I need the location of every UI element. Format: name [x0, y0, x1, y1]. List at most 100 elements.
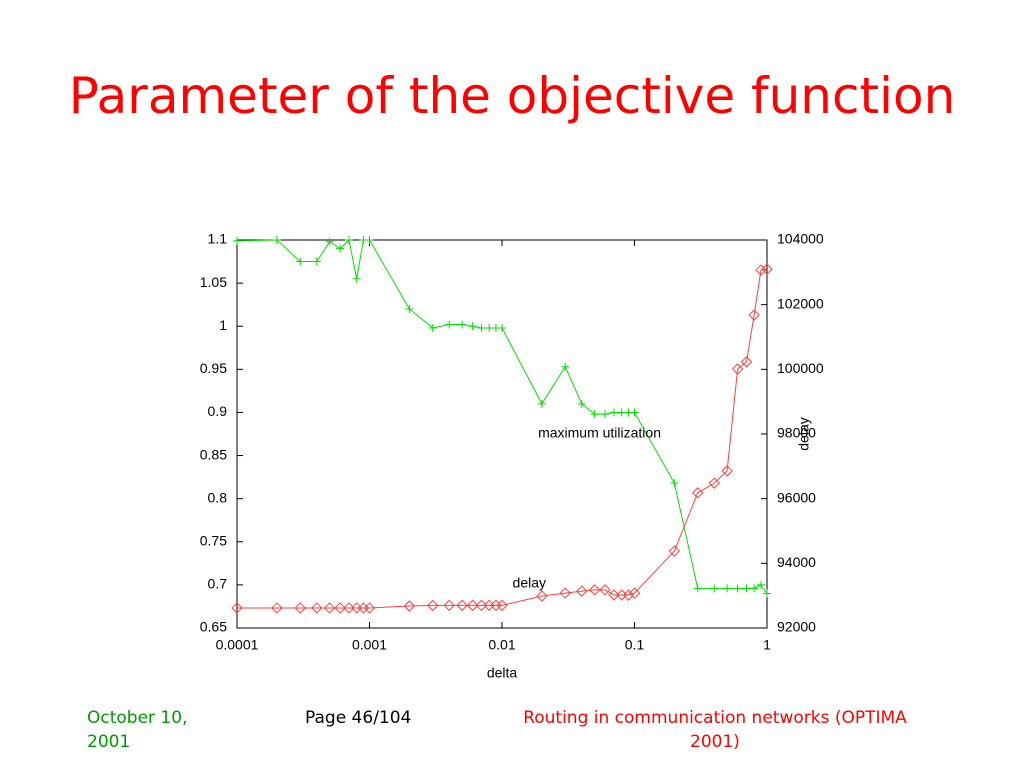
- y-tick-label: 0.7: [208, 576, 228, 592]
- plus-marker: [733, 584, 742, 593]
- plus-marker: [344, 236, 353, 244]
- diamond-marker: [323, 602, 336, 614]
- y-tick-label: 0.75: [200, 532, 227, 548]
- diamond-marker: [599, 584, 611, 596]
- diamond-marker: [740, 356, 753, 368]
- y2-tick-label: 94000: [777, 554, 816, 570]
- diamond-marker: [466, 599, 479, 612]
- x-tick-label: 0.001: [352, 637, 387, 653]
- diamond-marker: [692, 487, 704, 499]
- x-tick-label: 0.01: [488, 637, 515, 653]
- diamond-marker: [536, 590, 548, 602]
- legend-label: delay: [513, 575, 546, 591]
- plus-marker: [498, 323, 506, 332]
- plus-marker: [365, 236, 374, 244]
- diamond-marker: [668, 545, 681, 557]
- diamond-marker: [475, 599, 488, 612]
- y-tick-label: 1.1: [208, 231, 228, 247]
- footer-date: October 10, 2001: [87, 708, 188, 752]
- plus-marker: [336, 244, 345, 253]
- slide-title: Parameter of the objective function: [68, 67, 956, 125]
- diamond-marker: [559, 587, 571, 599]
- y-tick-label: 0.8: [208, 489, 228, 505]
- plus-marker: [723, 584, 732, 593]
- plus-marker: [742, 584, 751, 593]
- plus-marker: [601, 410, 610, 419]
- diamond-marker: [334, 602, 346, 614]
- y-tick-label: 1: [219, 317, 227, 333]
- plus-marker: [468, 322, 477, 331]
- y-tick-label: 0.65: [200, 619, 227, 635]
- diamond-marker: [731, 363, 744, 375]
- footer-event: Routing in communication networks (OPTIM…: [523, 708, 907, 752]
- diamond-marker: [588, 584, 601, 596]
- plus-marker: [485, 323, 494, 332]
- footer-page: Page 46/104: [305, 708, 412, 728]
- diamond-marker: [748, 309, 760, 321]
- plot-frame: [236, 239, 768, 629]
- diamond-marker: [755, 264, 767, 276]
- y2-tick-label: 98000: [777, 425, 816, 441]
- x-tick-label: 0.1: [625, 637, 645, 653]
- diamond-marker: [576, 585, 588, 597]
- plus-marker: [352, 274, 361, 283]
- plus-marker: [710, 584, 719, 593]
- diamond-marker: [271, 602, 283, 614]
- plus-marker: [609, 408, 618, 417]
- plus-marker: [577, 399, 586, 408]
- plus-marker: [561, 362, 570, 371]
- series-line: [237, 268, 768, 609]
- diamond-marker: [363, 602, 376, 614]
- diamond-marker: [708, 477, 720, 489]
- series-line: [236, 238, 768, 594]
- diamond-marker: [608, 589, 620, 601]
- diamond-marker: [294, 602, 306, 614]
- plus-marker: [233, 236, 241, 245]
- y-tick-label: 0.95: [200, 360, 227, 376]
- plus-marker: [428, 323, 437, 332]
- plus-marker: [763, 589, 771, 598]
- plus-marker: [693, 584, 702, 593]
- plus-marker: [405, 304, 414, 313]
- diamond-marker: [622, 589, 635, 601]
- diamond-marker: [721, 465, 733, 477]
- y2-tick-label: 102000: [777, 295, 824, 311]
- x-tick-label: 1: [763, 637, 771, 653]
- plus-marker: [312, 257, 321, 266]
- diamond-marker: [628, 587, 641, 599]
- legend-label: maximum utilization: [538, 425, 661, 441]
- y2-tick-label: 92000: [777, 619, 816, 635]
- y2-tick-label: 104000: [777, 231, 824, 247]
- plus-marker: [537, 399, 546, 408]
- plus-marker: [272, 236, 281, 244]
- plus-marker: [296, 257, 305, 266]
- diamond-marker: [456, 599, 468, 612]
- diamond-marker: [231, 602, 243, 614]
- plus-marker: [750, 584, 759, 593]
- diamond-marker: [761, 263, 773, 275]
- plus-marker: [756, 580, 765, 589]
- plus-marker: [590, 410, 599, 419]
- x-axis-label: delta: [487, 665, 518, 681]
- diamond-marker: [427, 599, 439, 612]
- plus-marker: [630, 408, 639, 417]
- diamond-marker: [443, 599, 455, 612]
- x-tick-label: 0.0001: [216, 637, 259, 653]
- y2-tick-label: 96000: [777, 489, 816, 505]
- plus-marker: [458, 320, 467, 329]
- y-tick-label: 1.05: [200, 274, 227, 290]
- y2-axis-label: delay: [796, 417, 812, 450]
- y-tick-label: 0.85: [200, 446, 227, 462]
- y-tick-label: 0.9: [208, 403, 228, 419]
- plus-marker: [325, 237, 334, 246]
- diamond-marker: [403, 600, 416, 612]
- plus-marker: [617, 408, 626, 417]
- y2-tick-label: 100000: [777, 360, 824, 376]
- diamond-marker: [343, 602, 355, 614]
- plus-marker: [670, 479, 679, 488]
- diamond-marker: [496, 599, 508, 612]
- plus-marker: [445, 320, 454, 329]
- diamond-marker: [311, 602, 323, 614]
